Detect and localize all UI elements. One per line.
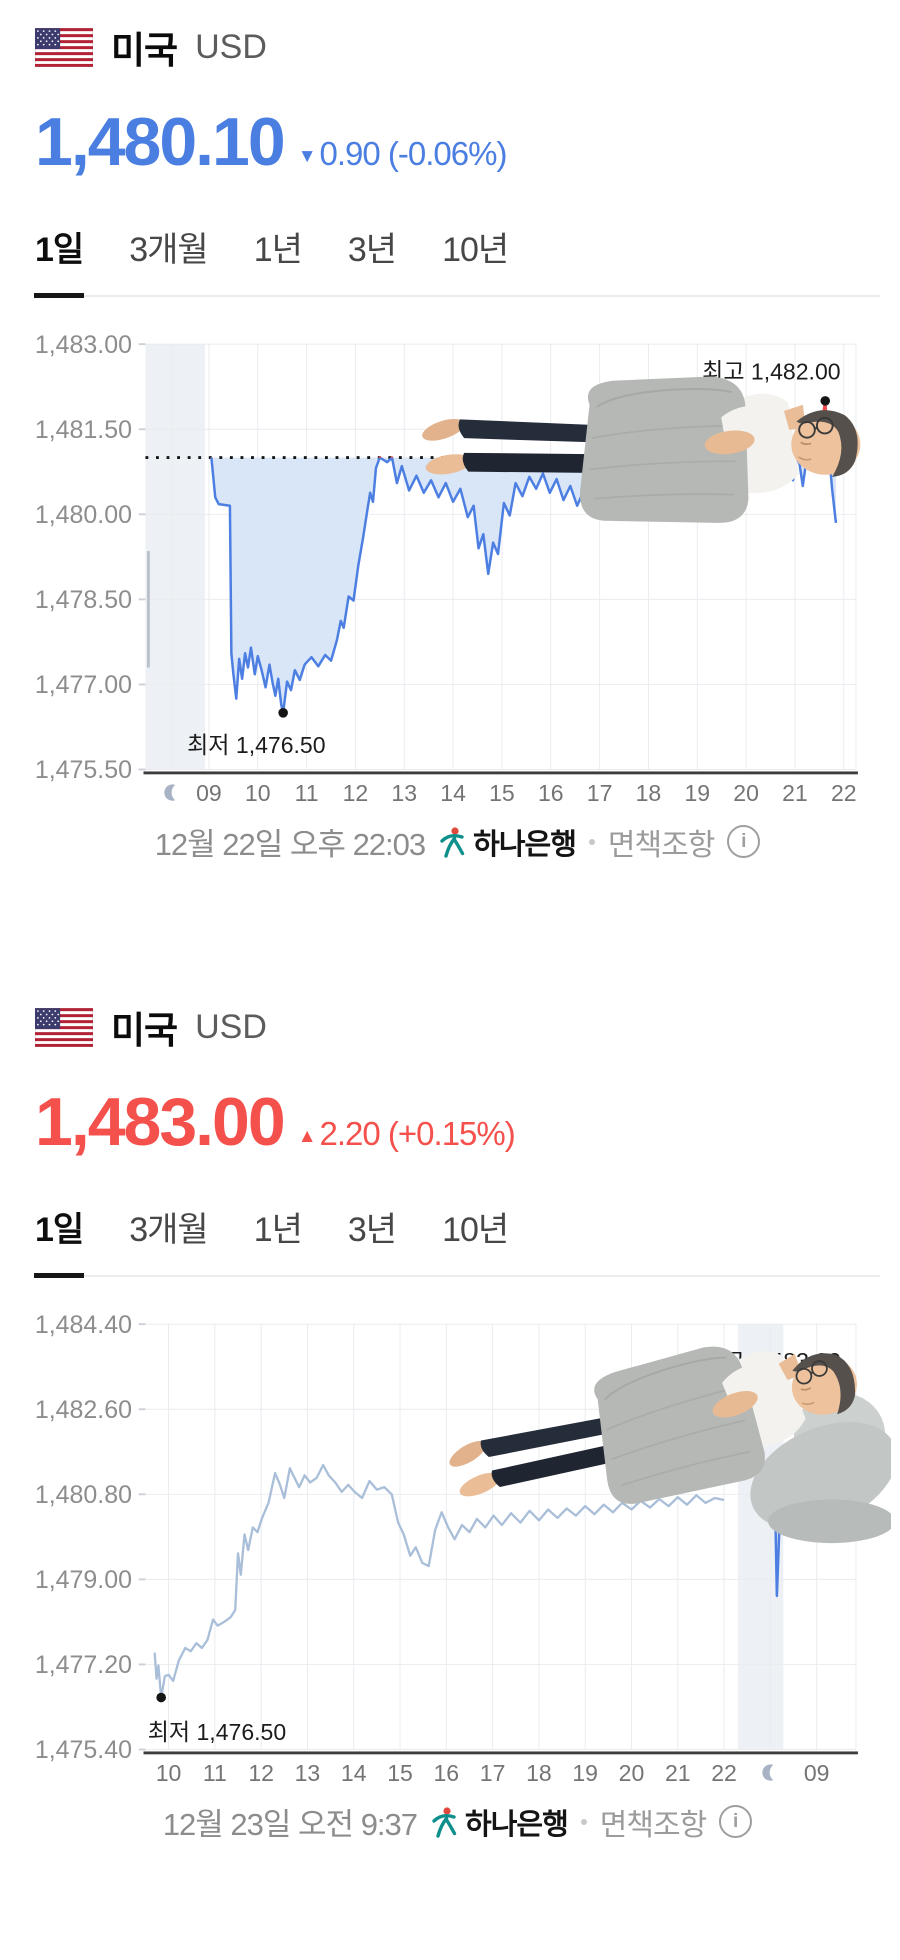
bank-attribution: 하나은행	[438, 821, 577, 863]
svg-text:20: 20	[733, 780, 759, 806]
quote-timestamp: 12월 22일 오후 22:03	[154, 827, 426, 862]
down-arrow-icon: ▼	[297, 145, 317, 167]
svg-text:1,478.50: 1,478.50	[35, 586, 132, 614]
period-tabs: 1일 3개월 1년 3년 10년	[33, 222, 880, 298]
svg-text:1,477.20: 1,477.20	[35, 1651, 132, 1679]
us-flag-icon	[35, 27, 93, 67]
svg-text:13: 13	[391, 780, 417, 806]
country-name: 미국	[111, 1010, 178, 1051]
chart-canvas[interactable]: 1,483.00 1,481.50 1,480.00 1,478.50 1,477.00…	[35, 315, 880, 815]
bank-attribution: 하나은행	[430, 1801, 569, 1843]
tab-3months[interactable]: 3개월	[129, 1211, 208, 1249]
svg-text:최저 1,476.50: 최저 1,476.50	[148, 1719, 286, 1745]
svg-text:1,479.00: 1,479.00	[35, 1566, 132, 1594]
price-change-text: 2.20 (+0.15%)	[319, 1115, 516, 1152]
svg-text:14: 14	[440, 780, 466, 806]
svg-text:09: 09	[804, 1760, 830, 1786]
price-row: 1,483.00 ▲ 2.20 (+0.15%)	[35, 1082, 880, 1156]
chart-canvas[interactable]: 1,484.40 1,482.60 1,480.80 1,479.00 1,477.20…	[35, 1295, 880, 1795]
quote-header: 미국 USD	[35, 1004, 880, 1051]
hana-bank-logo-icon	[432, 1805, 457, 1838]
price-change: ▲ 2.20 (+0.15%)	[297, 1115, 516, 1153]
svg-text:21: 21	[665, 1760, 691, 1786]
period-tabs: 1일 3개월 1년 3년 10년	[33, 1202, 880, 1278]
svg-text:16: 16	[434, 1760, 460, 1786]
price-change: ▼ 0.90 (-0.06%)	[297, 135, 508, 173]
currency-panel-day1: 미국 USD 1,480.10 ▼ 0.90 (-0.06%) 1일 3개월 1…	[33, 24, 880, 864]
svg-text:1,475.50: 1,475.50	[35, 756, 132, 784]
exchange-rate-chart[interactable]: 1,484.40 1,482.60 1,480.80 1,479.00 1,477.20…	[35, 1295, 891, 1795]
currency-panel-day2: 미국 USD 1,483.00 ▲ 2.20 (+0.15%) 1일 3개월 1…	[0, 980, 900, 1960]
svg-text:15: 15	[489, 780, 515, 806]
svg-text:1,481.50: 1,481.50	[35, 416, 132, 444]
tab-1day[interactable]: 1일	[33, 222, 85, 298]
svg-text:18: 18	[526, 1760, 552, 1786]
info-icon[interactable]: i	[727, 825, 761, 858]
svg-text:18: 18	[636, 780, 662, 806]
chart-footer: 12월 23일 오전 9:37 하나은행 면책조항 i	[35, 1799, 880, 1844]
bank-name: 하나은행	[465, 1808, 569, 1841]
tab-3months[interactable]: 3개월	[129, 231, 208, 269]
dot-separator	[588, 838, 595, 845]
svg-text:15: 15	[387, 1760, 413, 1786]
tab-10years[interactable]: 10년	[442, 231, 509, 269]
tab-1year[interactable]: 1년	[253, 1211, 303, 1249]
svg-text:12: 12	[248, 1760, 274, 1786]
hana-bank-logo-icon	[440, 825, 465, 858]
up-arrow-icon: ▲	[297, 1125, 317, 1147]
svg-text:20: 20	[619, 1760, 645, 1786]
quote-timestamp: 12월 23일 오전 9:37	[162, 1807, 418, 1842]
svg-text:1,484.40: 1,484.40	[35, 1311, 132, 1339]
svg-text:1,475.40: 1,475.40	[35, 1736, 132, 1764]
bank-name: 하나은행	[473, 828, 577, 861]
chart-footer: 12월 22일 오후 22:03 하나은행 면책조항 i	[35, 819, 880, 864]
tab-1day[interactable]: 1일	[33, 1202, 85, 1278]
svg-text:17: 17	[587, 780, 613, 806]
price-change-text: 0.90 (-0.06%)	[319, 135, 508, 172]
svg-text:19: 19	[572, 1760, 598, 1786]
svg-text:최고 1,482.00: 최고 1,482.00	[702, 359, 840, 385]
svg-text:16: 16	[538, 780, 564, 806]
quote-header: 미국 USD	[35, 24, 880, 71]
svg-text:12: 12	[343, 780, 369, 806]
svg-text:13: 13	[295, 1760, 321, 1786]
svg-text:17: 17	[480, 1760, 506, 1786]
tab-3years[interactable]: 3년	[347, 231, 397, 269]
svg-text:1,483.00: 1,483.00	[35, 331, 132, 359]
tab-1year[interactable]: 1년	[253, 231, 303, 269]
svg-text:09: 09	[196, 780, 222, 806]
info-icon[interactable]: i	[719, 1805, 753, 1838]
svg-text:1,480.80: 1,480.80	[35, 1481, 132, 1509]
svg-text:11: 11	[203, 1760, 227, 1786]
svg-text:22: 22	[711, 1760, 737, 1786]
svg-text:최고 1,483.00: 최고 1,483.00	[702, 1348, 840, 1374]
svg-text:14: 14	[341, 1760, 367, 1786]
country-name: 미국	[111, 30, 178, 71]
currency-code: USD	[195, 1007, 267, 1046]
price-value: 1,480.10	[35, 104, 286, 180]
svg-text:1,482.60: 1,482.60	[35, 1396, 132, 1424]
tab-3years[interactable]: 3년	[347, 1211, 397, 1249]
price-value: 1,483.00	[35, 1084, 286, 1160]
disclaimer-link[interactable]: 면책조항	[599, 1808, 707, 1842]
svg-text:19: 19	[684, 780, 710, 806]
svg-text:1,480.00: 1,480.00	[35, 501, 132, 529]
disclaimer-link[interactable]: 면책조항	[607, 828, 715, 862]
svg-text:11: 11	[295, 780, 319, 806]
svg-text:최저 1,476.50: 최저 1,476.50	[187, 732, 325, 758]
currency-code: USD	[195, 27, 267, 66]
svg-text:1,477.00: 1,477.00	[35, 671, 132, 699]
tab-10years[interactable]: 10년	[442, 1211, 509, 1249]
svg-text:10: 10	[156, 1760, 182, 1786]
svg-text:21: 21	[782, 780, 808, 806]
price-row: 1,480.10 ▼ 0.90 (-0.06%)	[35, 102, 880, 176]
svg-text:22: 22	[831, 780, 857, 806]
exchange-rate-chart[interactable]: 1,483.00 1,481.50 1,480.00 1,478.50 1,477.00…	[35, 315, 880, 815]
dot-separator	[580, 1818, 587, 1825]
svg-text:10: 10	[245, 780, 271, 806]
us-flag-icon	[35, 1007, 93, 1047]
